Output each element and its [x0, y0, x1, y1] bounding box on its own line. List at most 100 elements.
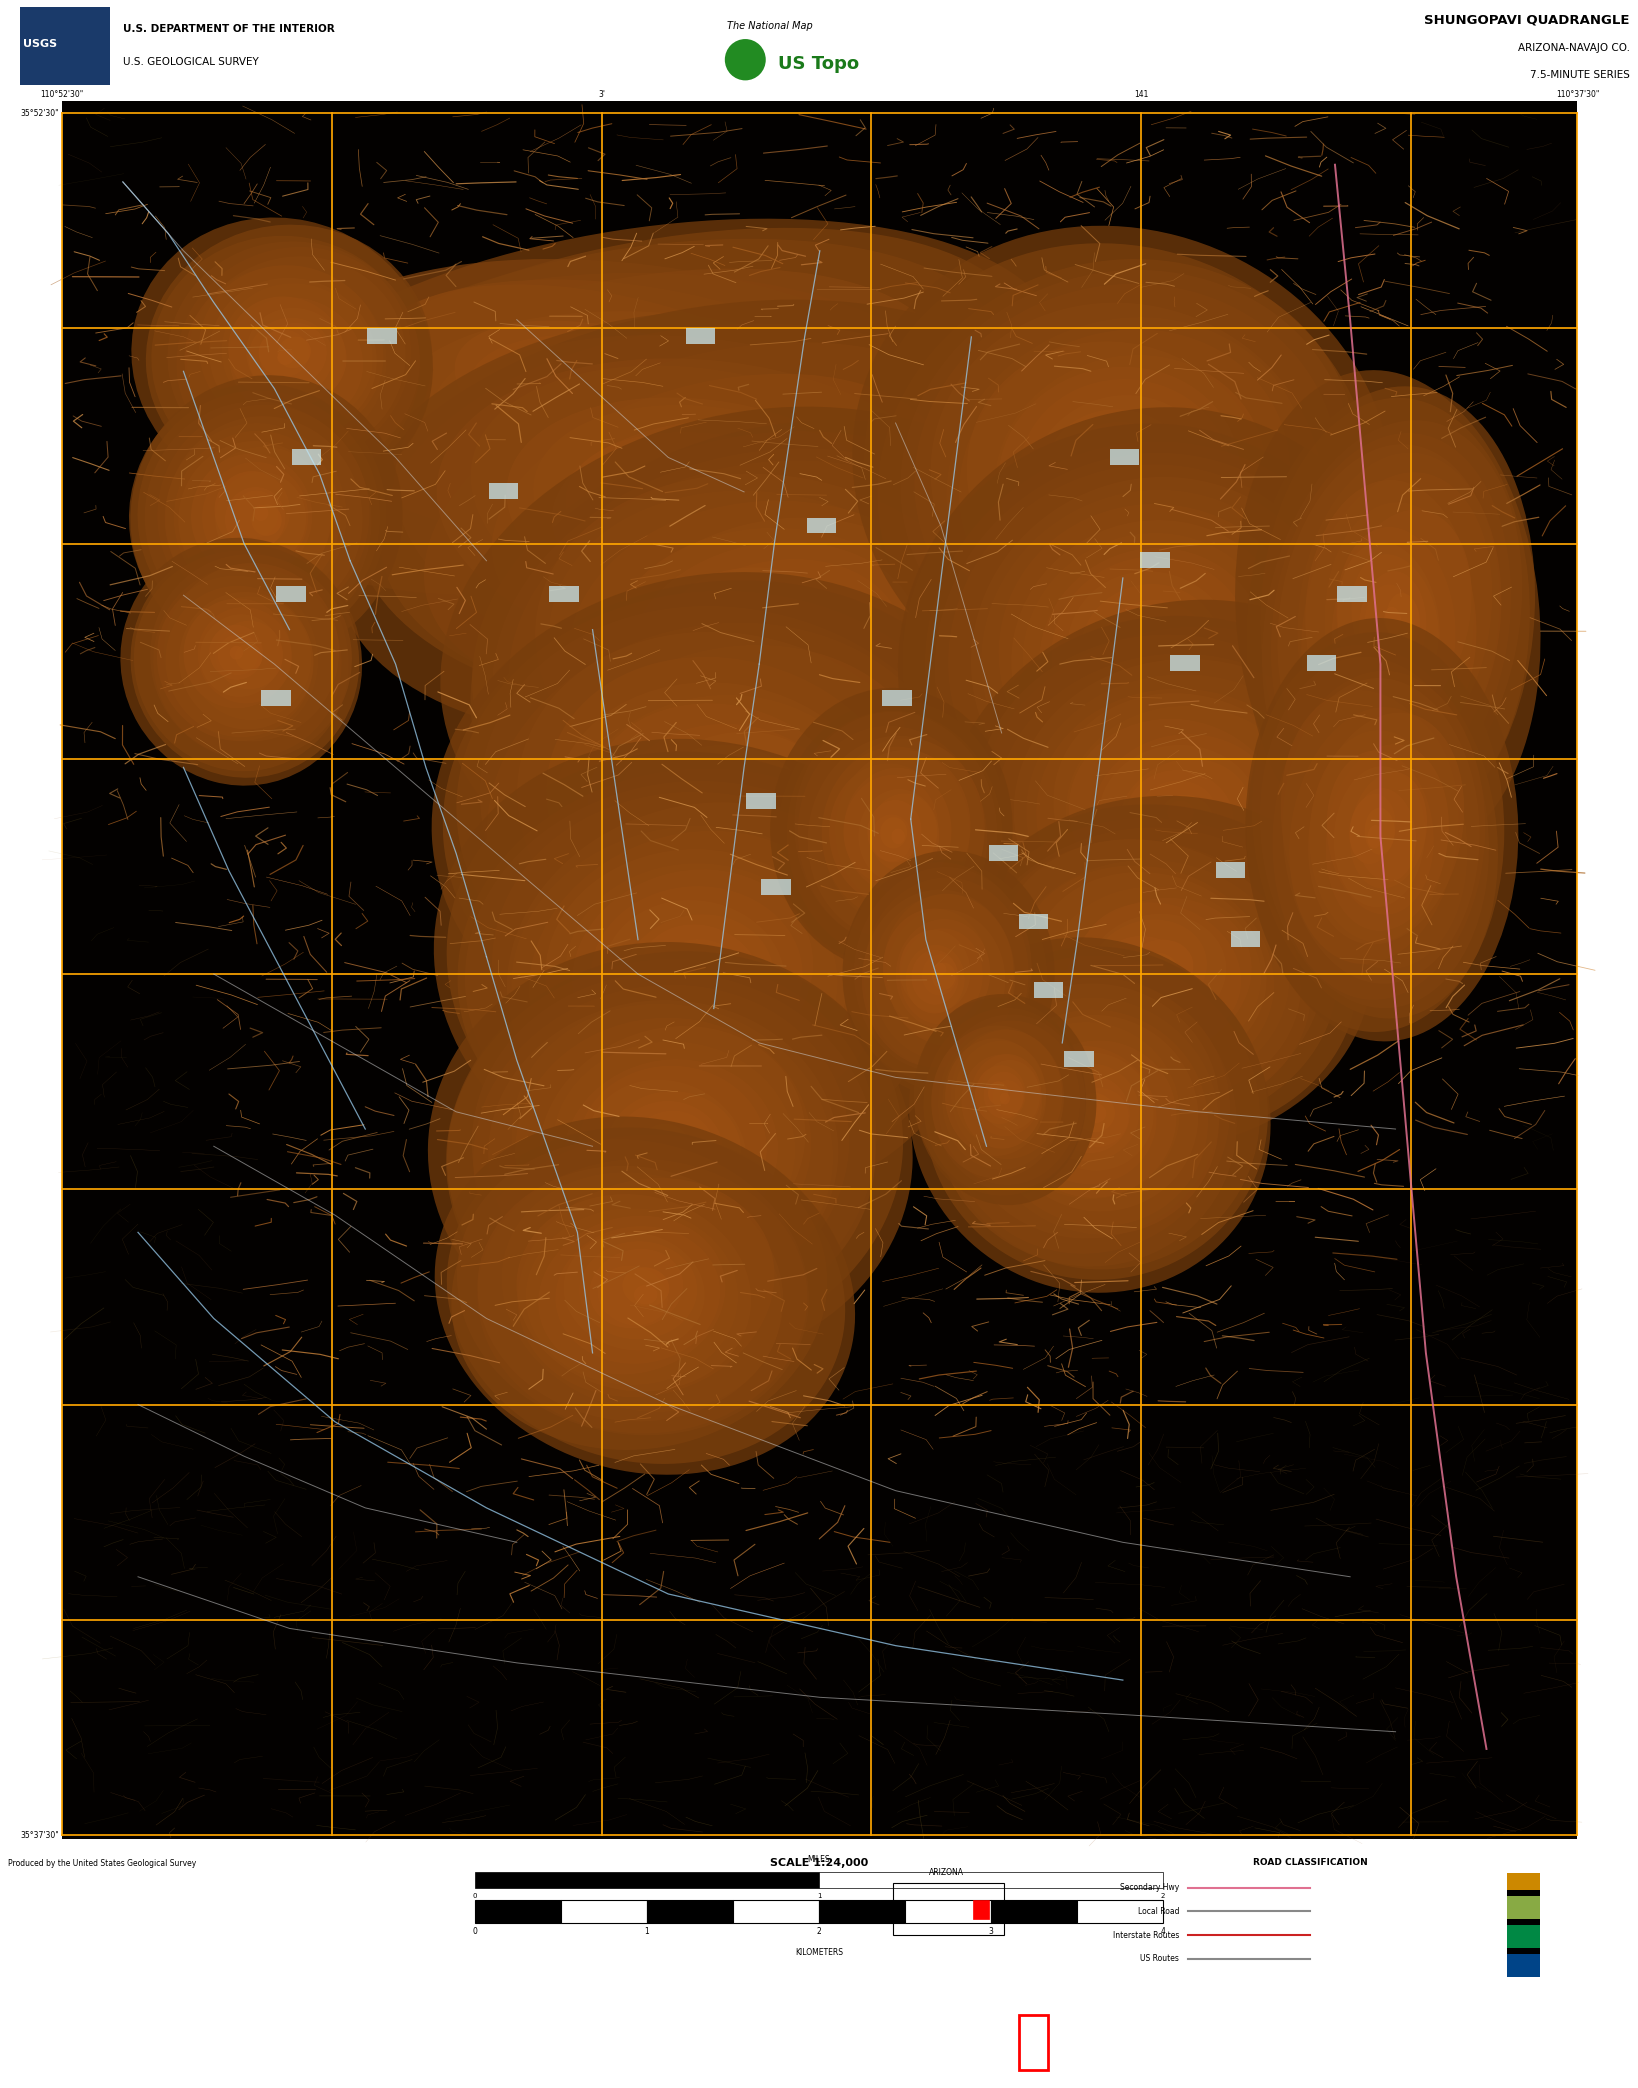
Ellipse shape — [287, 259, 989, 564]
Ellipse shape — [1309, 731, 1446, 942]
Ellipse shape — [1132, 952, 1178, 992]
Ellipse shape — [236, 643, 262, 670]
Ellipse shape — [529, 831, 858, 1115]
Ellipse shape — [958, 983, 1220, 1238]
Ellipse shape — [863, 877, 1029, 1069]
Ellipse shape — [1048, 1075, 1130, 1153]
Ellipse shape — [164, 564, 339, 741]
Ellipse shape — [924, 946, 1268, 1280]
Ellipse shape — [878, 259, 1360, 702]
Ellipse shape — [966, 340, 1268, 618]
Ellipse shape — [580, 1240, 698, 1338]
Bar — [277, 587, 306, 601]
Ellipse shape — [962, 1054, 1042, 1148]
Ellipse shape — [185, 267, 387, 455]
Ellipse shape — [930, 303, 1324, 662]
Bar — [819, 1873, 1163, 1888]
Ellipse shape — [336, 269, 942, 541]
Ellipse shape — [219, 219, 1060, 591]
Ellipse shape — [200, 614, 280, 697]
Ellipse shape — [794, 712, 998, 946]
Bar — [734, 1900, 819, 1923]
Ellipse shape — [925, 441, 1382, 881]
Ellipse shape — [506, 802, 898, 1138]
Ellipse shape — [1247, 633, 1504, 1031]
Ellipse shape — [906, 946, 965, 1013]
Ellipse shape — [165, 424, 346, 612]
Ellipse shape — [658, 940, 749, 1017]
Ellipse shape — [477, 1165, 783, 1422]
Ellipse shape — [493, 449, 1043, 867]
Text: 0: 0 — [473, 1927, 477, 1936]
Ellipse shape — [883, 894, 1014, 1044]
Ellipse shape — [516, 1194, 752, 1391]
Ellipse shape — [1332, 509, 1471, 725]
Ellipse shape — [1007, 860, 1289, 1096]
Ellipse shape — [129, 384, 387, 649]
Ellipse shape — [1011, 520, 1297, 796]
Ellipse shape — [563, 1059, 778, 1249]
Ellipse shape — [539, 1215, 726, 1374]
Bar — [1019, 2015, 1048, 2069]
Ellipse shape — [1093, 453, 1153, 509]
Text: 141: 141 — [1133, 90, 1148, 98]
Bar — [1034, 983, 1063, 998]
Ellipse shape — [1016, 1046, 1156, 1184]
Ellipse shape — [975, 1065, 1025, 1123]
Ellipse shape — [518, 633, 952, 994]
Text: 1: 1 — [645, 1927, 649, 1936]
Ellipse shape — [948, 977, 1230, 1253]
Ellipse shape — [1016, 1040, 1176, 1199]
Ellipse shape — [598, 1265, 668, 1326]
Ellipse shape — [380, 284, 886, 532]
Bar — [1507, 1867, 1540, 1890]
Text: 7.5-MINUTE SERIES: 7.5-MINUTE SERIES — [1530, 71, 1630, 79]
Ellipse shape — [511, 827, 875, 1132]
Ellipse shape — [1137, 781, 1217, 852]
Ellipse shape — [971, 476, 1342, 835]
Ellipse shape — [1022, 532, 1279, 781]
Ellipse shape — [179, 441, 329, 597]
Bar — [1019, 915, 1048, 929]
Ellipse shape — [886, 908, 1006, 1046]
Text: Interstate Routes: Interstate Routes — [1112, 1931, 1179, 1940]
Ellipse shape — [252, 505, 282, 537]
Bar — [1170, 656, 1199, 670]
Bar — [989, 846, 1019, 860]
Ellipse shape — [896, 919, 991, 1029]
Ellipse shape — [1019, 380, 1232, 572]
Ellipse shape — [1112, 616, 1197, 699]
Ellipse shape — [549, 491, 989, 825]
Ellipse shape — [157, 405, 370, 624]
Ellipse shape — [1251, 645, 1497, 1019]
Ellipse shape — [552, 1042, 794, 1253]
Ellipse shape — [437, 359, 981, 668]
Bar — [1507, 1850, 1540, 1873]
Ellipse shape — [516, 357, 749, 466]
Ellipse shape — [131, 545, 359, 777]
Ellipse shape — [151, 553, 352, 760]
Text: SHUNGOPAVI QUADRANGLE: SHUNGOPAVI QUADRANGLE — [1425, 15, 1630, 27]
Text: 0: 0 — [473, 1894, 477, 1900]
Ellipse shape — [1066, 572, 1238, 737]
Ellipse shape — [1038, 547, 1268, 768]
Bar — [1065, 1052, 1094, 1067]
Ellipse shape — [1260, 656, 1489, 1009]
Bar — [904, 1900, 991, 1923]
Ellipse shape — [935, 453, 1363, 867]
Text: 1: 1 — [817, 1894, 821, 1900]
Ellipse shape — [144, 401, 372, 637]
Text: 110°52'30": 110°52'30" — [41, 90, 84, 98]
Ellipse shape — [998, 839, 1301, 1098]
Ellipse shape — [1360, 572, 1427, 681]
Ellipse shape — [672, 491, 753, 541]
Ellipse shape — [221, 284, 373, 426]
Ellipse shape — [432, 572, 1037, 1067]
Text: ARIZONA: ARIZONA — [929, 1867, 965, 1877]
Ellipse shape — [898, 407, 1410, 904]
Ellipse shape — [1032, 873, 1266, 1069]
Ellipse shape — [616, 405, 663, 424]
Ellipse shape — [1261, 420, 1522, 827]
Ellipse shape — [922, 954, 958, 996]
Ellipse shape — [555, 1226, 721, 1363]
